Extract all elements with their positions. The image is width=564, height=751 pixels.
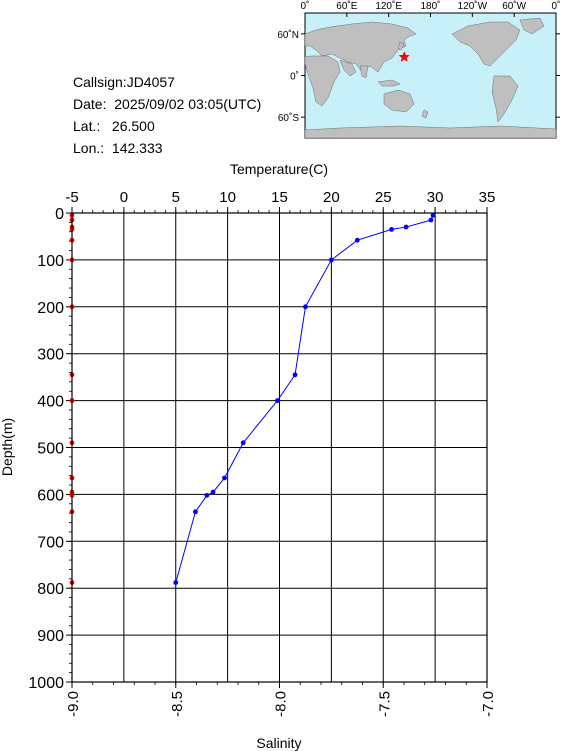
map-lon-label: 0˚ (552, 0, 561, 12)
temperature-point (354, 237, 360, 243)
temperature-point (275, 398, 280, 403)
temperature-tick-label: 10 (219, 189, 236, 206)
temperature-point (193, 509, 198, 515)
date-text: Date: 2025/09/02 03:05(UTC) (73, 96, 262, 112)
temperature-point (303, 304, 308, 310)
temperature-point (292, 372, 298, 378)
world-map-inset: 0˚ 60˚E 120˚E 180˚ 120˚W 60˚W 0˚ 60˚N 0˚ 60˚S (277, 0, 560, 139)
temperature-tick-label: -5 (65, 189, 78, 206)
chart-ticks: -5 0 5 10 15 20 25 30 35010020030040050060070080… (28, 189, 497, 717)
map-lon-label: 120˚E (375, 0, 402, 12)
depth-tick-label: 1000 (28, 675, 64, 692)
callsign-text: Callsign:JD4057 (73, 74, 175, 90)
map-land (304, 17, 557, 139)
temperature-point (210, 489, 216, 495)
temperature-tick-label: 20 (323, 189, 340, 206)
map-lon-label: 180˚ (420, 0, 440, 12)
station-star-icon (398, 51, 410, 62)
depth-tick-label: 100 (37, 253, 64, 270)
temperature-tick-label: 30 (427, 189, 444, 206)
map-lon-label: 120˚W (458, 0, 488, 12)
depth-axis-label: Depth(m) (0, 418, 15, 476)
salinity-tick-label: -7.0 (480, 691, 497, 717)
temperature-point (240, 440, 246, 446)
temperature-point (403, 224, 409, 230)
temperature-tick-label: 5 (172, 189, 180, 206)
map-lon-label: 60˚E (336, 0, 357, 12)
temperature-series (173, 212, 436, 585)
salinity-axis-label: Salinity (256, 735, 301, 751)
depth-tick-label: 500 (37, 441, 64, 458)
depth-tick-label: 800 (37, 581, 64, 598)
depth-tick-label: 200 (37, 300, 64, 317)
temperature-tick-label: 0 (120, 189, 128, 206)
map-lat-label: 60˚S (278, 112, 299, 124)
depth-tick-label: 400 (37, 394, 64, 411)
map-lon-label: 60˚W (502, 0, 526, 12)
map-lat-label: 0˚ (290, 71, 299, 83)
longitude-text: Lon.: 142.333 (73, 140, 163, 156)
depth-tick-label: 300 (37, 347, 64, 364)
temperature-tick-label: 25 (375, 189, 392, 206)
map-lat-label: 60˚N (277, 29, 299, 41)
temperature-tick-label: 15 (271, 189, 288, 206)
map-lon-label: 0˚ (301, 0, 310, 12)
salinity-tick-label: -9.0 (65, 691, 82, 717)
depth-tick-label: 900 (37, 628, 64, 645)
latitude-text: Lat.: 26.500 (73, 118, 155, 134)
depth-tick-label: 0 (55, 206, 64, 223)
salinity-tick-label: -8.5 (169, 691, 186, 717)
plot-frame (71, 212, 488, 683)
temperature-point (430, 212, 436, 218)
depth-tick-label: 600 (37, 487, 64, 504)
salinity-tick-label: -8.0 (273, 691, 290, 717)
temperature-line (175, 215, 434, 583)
temperature-point (389, 227, 394, 232)
temperature-axis-label: Temperature(C) (230, 161, 328, 177)
map-tick-marks: 0˚ 60˚E 120˚E 180˚ 120˚W 60˚W 0˚ 60˚N 0˚ 60˚S (277, 0, 560, 124)
depth-tick-label: 700 (37, 534, 64, 551)
temperature-point (428, 217, 434, 223)
chart-grid (71, 212, 488, 683)
temperature-tick-label: 35 (479, 189, 496, 206)
temperature-point (204, 492, 210, 498)
temperature-point (222, 475, 227, 481)
station-info: Callsign:JD4057 Date: 2025/09/02 03:05(U… (73, 71, 261, 159)
salinity-tick-label: -7.5 (376, 691, 393, 717)
temperature-point (173, 580, 179, 585)
temperature-point (328, 257, 334, 263)
